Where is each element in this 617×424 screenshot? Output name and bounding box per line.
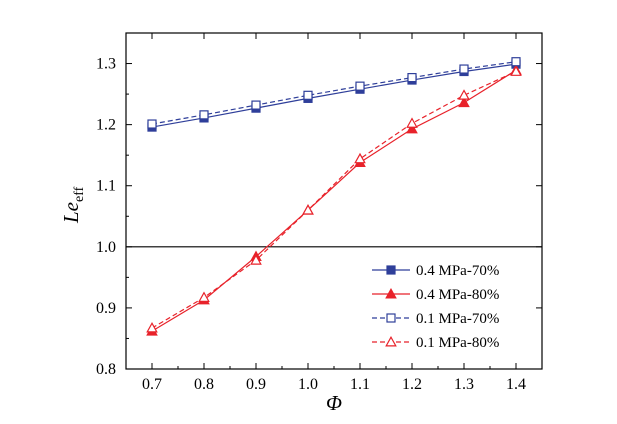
data-point	[251, 100, 261, 110]
data-point	[302, 204, 314, 215]
data-point	[459, 64, 469, 74]
data-point	[510, 65, 522, 76]
x-tick-label: 0.7	[142, 376, 162, 393]
x-tick-label: 0.9	[246, 376, 266, 393]
data-point	[406, 117, 418, 128]
series-line	[151, 69, 517, 332]
data-point	[354, 152, 366, 164]
legend: 0.4 MPa-70% 0.4 MPa-80% 0.1 MPa-70% 0.1 MPa…	[372, 263, 499, 351]
data-point	[355, 81, 365, 91]
x-axis-title: Φ	[326, 391, 342, 415]
series-2	[147, 57, 521, 129]
legend-item: 0.1 MPa-80%	[372, 335, 499, 351]
data-point	[407, 72, 417, 83]
data-point	[303, 90, 313, 100]
legend-label: 0.1 MPa-80%	[416, 335, 499, 351]
data-point	[458, 89, 470, 100]
y-tick-label: 1.1	[96, 178, 116, 195]
y-axis-title: Leeff	[59, 186, 87, 224]
data-point	[250, 254, 262, 265]
legend-item: 0.4 MPa-70%	[372, 263, 499, 279]
x-tick-label: 1.4	[506, 376, 526, 393]
data-point	[199, 110, 209, 120]
legend-label: 0.4 MPa-80%	[416, 287, 499, 303]
legend-item: 0.1 MPa-70%	[372, 311, 499, 327]
y-tick-label: 1.3	[96, 56, 116, 73]
legend-swatch-marker	[385, 287, 397, 299]
y-tick-label: 0.9	[96, 300, 116, 317]
x-tick-label: 1.0	[298, 376, 318, 393]
legend-label: 0.4 MPa-70%	[416, 263, 499, 279]
series-layer	[146, 57, 522, 336]
data-point	[147, 119, 157, 129]
data-point	[406, 122, 418, 134]
axes: 0.7 0.8 0.9 1.0 1.1 1.2 1.3 1.4 0.8 0.9 1.0 1.1 1.2 1…	[96, 32, 543, 393]
series-line	[151, 61, 517, 125]
x-tick-label: 1.1	[350, 376, 370, 393]
legend-swatch-marker	[386, 265, 396, 275]
data-point	[198, 291, 210, 302]
x-tick-label: 1.3	[454, 376, 474, 393]
legend-item: 0.4 MPa-80%	[372, 287, 499, 303]
y-tick-label: 0.8	[96, 361, 116, 378]
data-point	[511, 57, 521, 67]
data-point	[146, 322, 158, 333]
data-point	[458, 96, 470, 108]
legend-label: 0.1 MPa-70%	[416, 311, 499, 327]
legend-swatch-marker	[386, 313, 396, 323]
y-tick-label: 1.2	[96, 117, 116, 134]
series-3	[146, 65, 522, 333]
x-tick-label: 0.8	[194, 376, 214, 393]
y-tick-label: 1.0	[96, 239, 116, 256]
y-axis-title-subscript: eff	[72, 186, 87, 202]
series-line	[151, 63, 517, 128]
series-line	[151, 70, 517, 329]
legend-swatch-marker	[385, 335, 397, 347]
y-axis-title-main: Le	[59, 202, 83, 224]
x-tick-label: 1.2	[402, 376, 422, 393]
